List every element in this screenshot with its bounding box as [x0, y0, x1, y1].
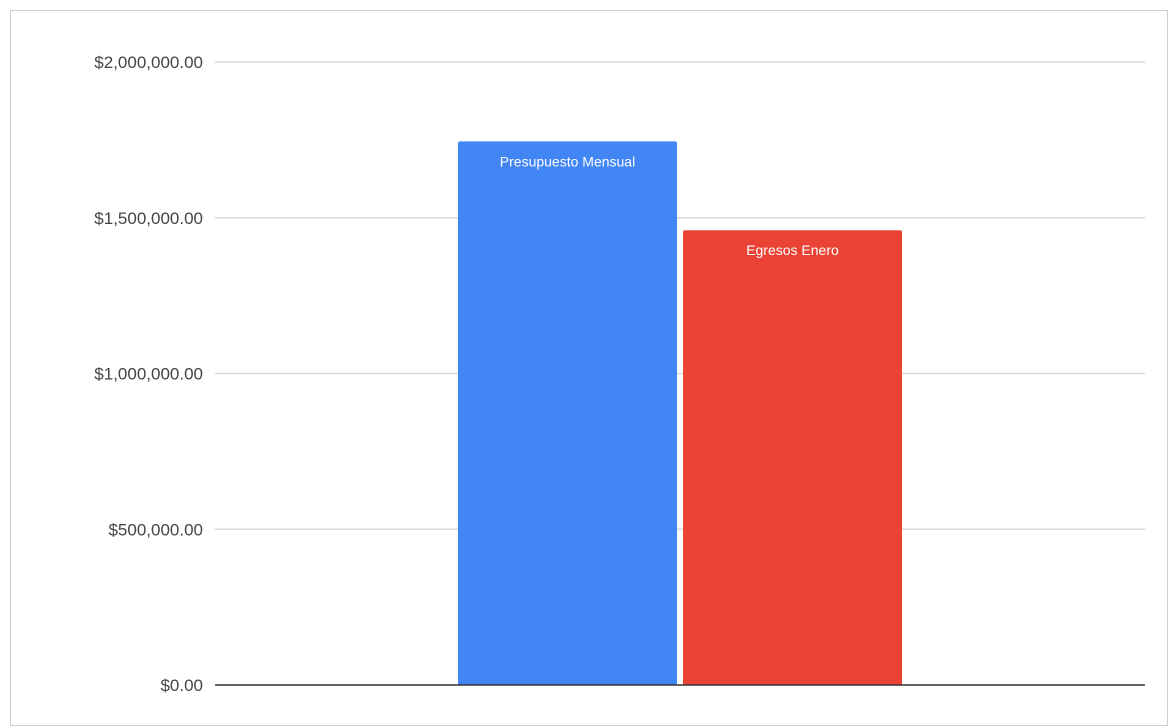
bar-egresos-enero: [683, 230, 902, 685]
bar-data-label: Presupuesto Mensual: [500, 153, 635, 169]
bar-labels: Presupuesto Mensual Egresos Enero: [500, 153, 839, 258]
y-tick-label: $0.00: [160, 676, 203, 695]
y-tick-label: $500,000.00: [108, 520, 203, 539]
y-axis-ticks: $0.00 $500,000.00 $1,000,000.00 $1,500,000.…: [94, 53, 203, 695]
bars: [458, 141, 902, 685]
y-tick-label: $1,500,000.00: [94, 209, 203, 228]
y-tick-label: $2,000,000.00: [94, 53, 203, 72]
bar-data-label: Egresos Enero: [746, 242, 839, 258]
gridlines: [215, 61, 1145, 530]
bar-presupuesto-mensual: [458, 141, 677, 685]
y-tick-label: $1,000,000.00: [94, 365, 203, 384]
